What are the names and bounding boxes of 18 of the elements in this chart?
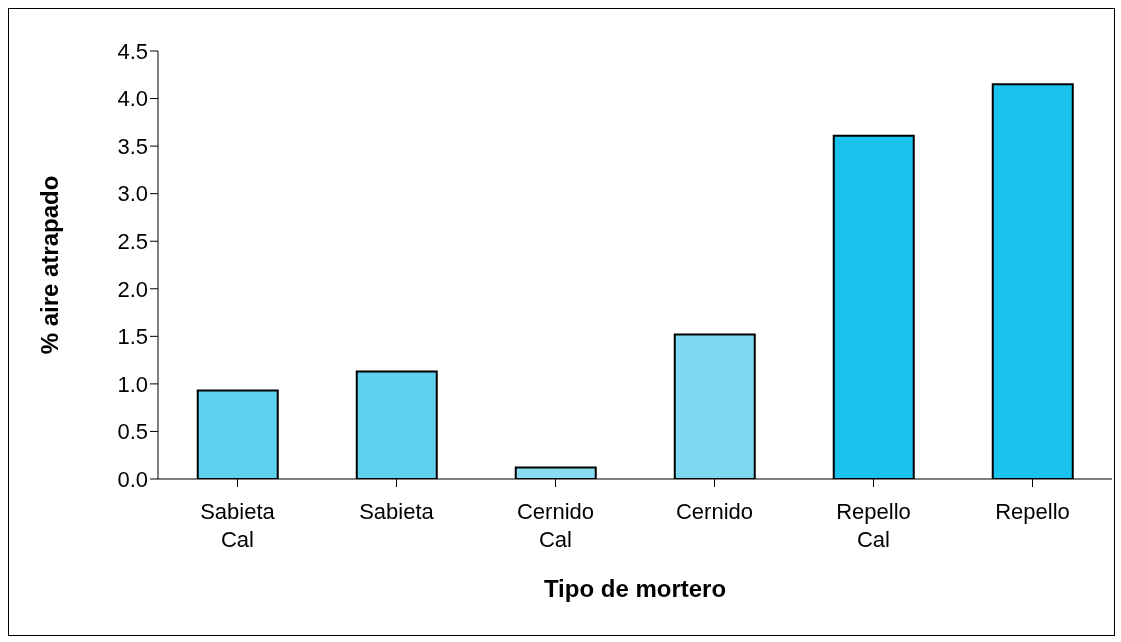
x-tick-label: Cernido	[675, 499, 754, 524]
x-tick-label: Sabieta	[359, 499, 435, 524]
y-tick-label: 0.0	[117, 466, 148, 492]
x-axis-title: Tipo de mortero	[543, 575, 727, 602]
y-tick-label: 3.0	[117, 181, 148, 207]
y-tick-label: 2.0	[117, 276, 148, 302]
y-tick-label: 4.5	[117, 38, 148, 64]
y-axis-title: % aire atrapado	[35, 175, 63, 355]
x-tick-label: Cernido Cal	[516, 499, 595, 552]
x-tick-label: Repello Cal	[836, 499, 911, 552]
y-tick-label: 1.0	[117, 371, 148, 397]
x-tick-label: Sabieta Cal	[200, 499, 276, 552]
y-tick-label: 2.5	[117, 229, 148, 255]
y-tick-label: 1.5	[117, 324, 148, 350]
y-tick-label: 4.0	[117, 86, 148, 112]
y-tick-label: 3.5	[117, 133, 148, 159]
y-tick-label: 0.5	[117, 419, 148, 445]
x-tick-label: Repello	[995, 499, 1070, 524]
